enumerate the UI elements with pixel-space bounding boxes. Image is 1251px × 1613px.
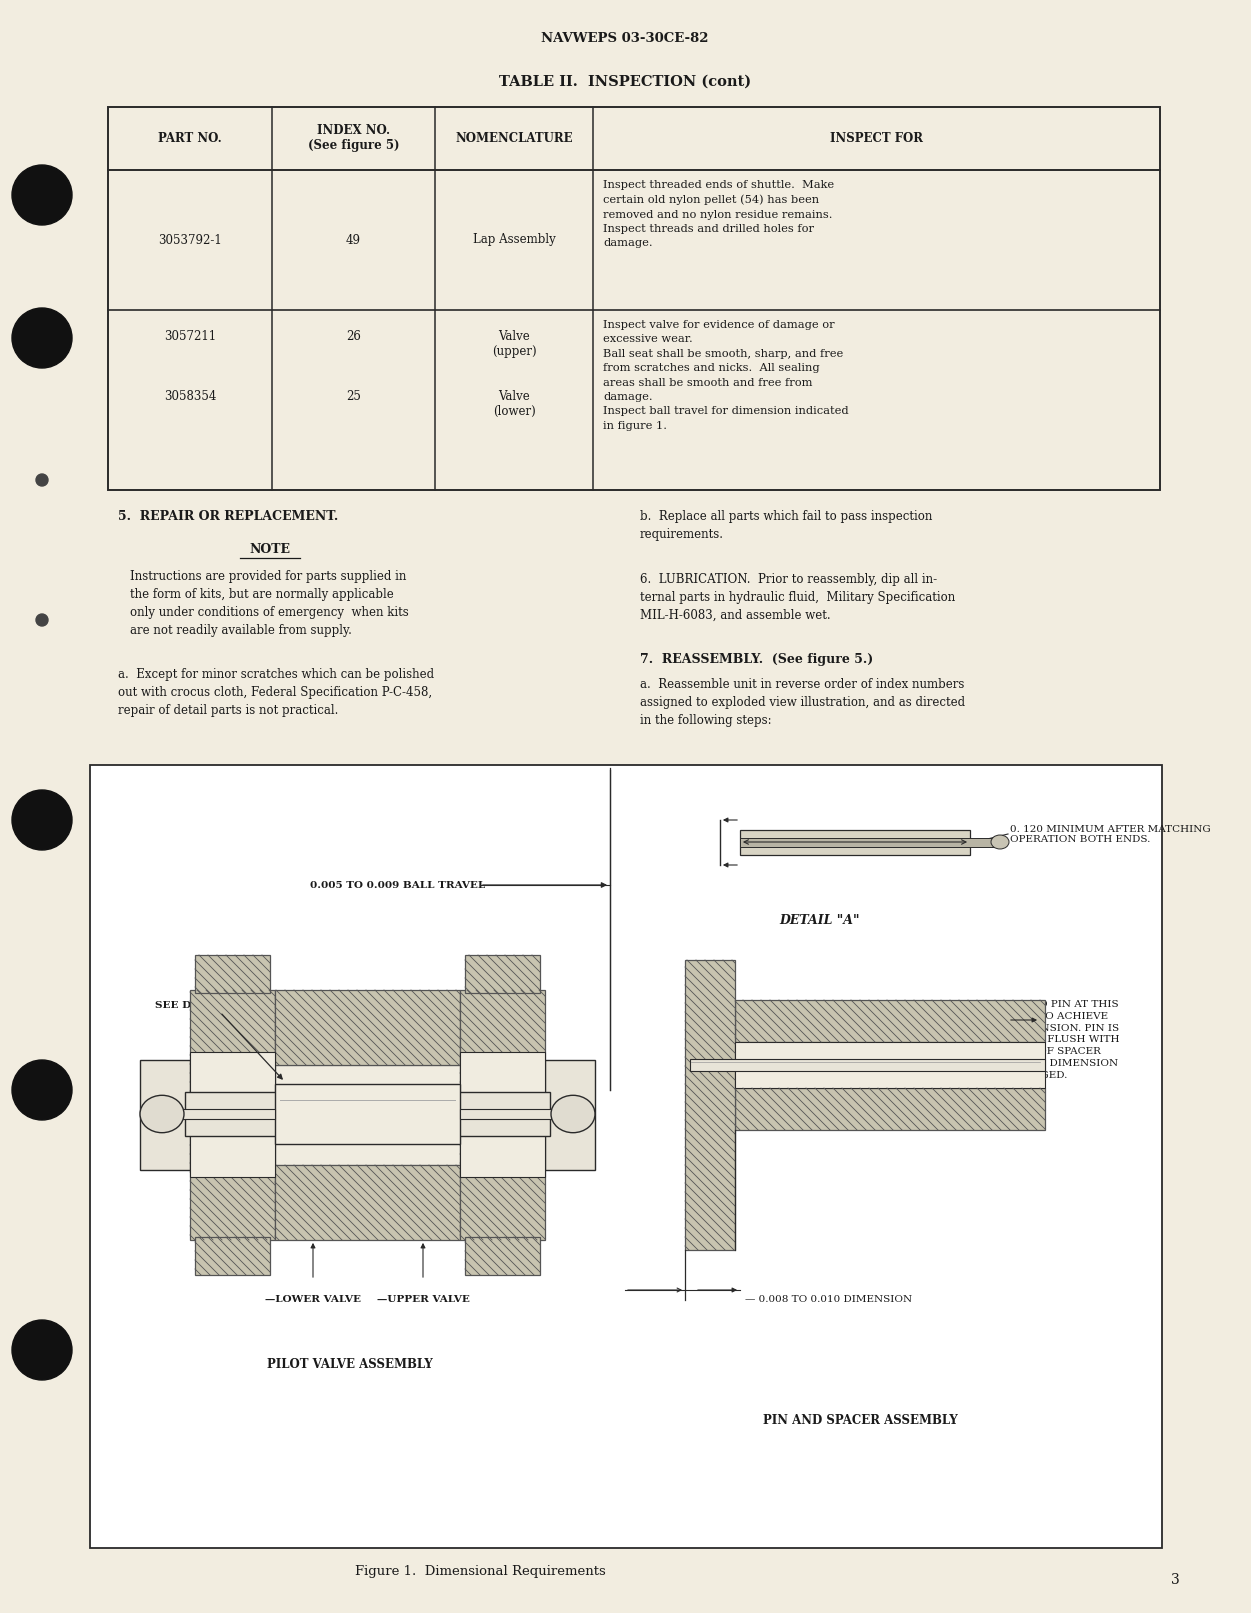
Ellipse shape	[991, 836, 1010, 848]
Bar	[691, 1060, 1045, 1071]
Bar	[275, 1165, 460, 1240]
Bar	[150, 1110, 275, 1119]
Circle shape	[36, 474, 48, 486]
Text: — 0.008 TO 0.010 DIMENSION: — 0.008 TO 0.010 DIMENSION	[746, 1295, 912, 1303]
Text: 0.005 TO 0.009 BALL TRAVEL: 0.005 TO 0.009 BALL TRAVEL	[310, 881, 485, 889]
Bar	[460, 1110, 585, 1119]
Text: 7.  REASSEMBLY.  (See figure 5.): 7. REASSEMBLY. (See figure 5.)	[641, 653, 873, 666]
Bar	[736, 1089, 1045, 1131]
Text: 6.  LUBRICATION.  Prior to reassembly, dip all in-
ternal parts in hydraulic flu: 6. LUBRICATION. Prior to reassembly, dip…	[641, 573, 956, 623]
Circle shape	[13, 1319, 73, 1381]
Text: Inspect valve for evidence of damage or
excessive wear.
Ball seat shall be smoot: Inspect valve for evidence of damage or …	[603, 319, 848, 431]
Bar	[275, 1084, 460, 1144]
Bar	[465, 1237, 540, 1274]
Circle shape	[13, 165, 73, 224]
Text: PIN AND SPACER ASSEMBLY: PIN AND SPACER ASSEMBLY	[763, 1413, 957, 1426]
Bar	[108, 106, 1160, 490]
Text: Lap Assembly: Lap Assembly	[473, 234, 555, 247]
Text: 0. 120 MINIMUM AFTER MATCHING
OPERATION BOTH ENDS.: 0. 120 MINIMUM AFTER MATCHING OPERATION …	[1010, 824, 1211, 844]
Bar	[195, 1237, 270, 1274]
Bar	[686, 960, 736, 1250]
Circle shape	[13, 790, 73, 850]
Text: 49: 49	[347, 234, 362, 247]
Bar	[736, 1042, 1045, 1089]
Text: 3057211: 3057211	[164, 331, 216, 344]
Bar	[460, 1052, 545, 1177]
Bar	[140, 1060, 190, 1169]
Text: Inspect threaded ends of shuttle.  Make
certain old nylon pellet (54) has been
r: Inspect threaded ends of shuttle. Make c…	[603, 181, 834, 248]
Bar	[190, 990, 275, 1240]
Bar	[741, 839, 1000, 847]
Circle shape	[13, 1060, 73, 1119]
Bar	[460, 990, 545, 1240]
Text: TABLE II.  INSPECTION (cont): TABLE II. INSPECTION (cont)	[499, 74, 751, 89]
Text: Valve
(upper): Valve (upper)	[492, 331, 537, 358]
Text: a.  Except for minor scratches which can be polished
out with crocus cloth, Fede: a. Except for minor scratches which can …	[118, 668, 434, 718]
Text: INDEX NO.
(See figure 5): INDEX NO. (See figure 5)	[308, 124, 399, 153]
Ellipse shape	[550, 1095, 595, 1132]
Text: INSPECT FOR: INSPECT FOR	[829, 132, 923, 145]
Bar	[465, 955, 540, 994]
Text: GRIND PIN AT THIS
END TO ACHIEVE
DIMENSION. PIN IS
TO BE FLUSH WITH
END OF SPACE: GRIND PIN AT THIS END TO ACHIEVE DIMENSI…	[1010, 1000, 1120, 1079]
Bar	[736, 1000, 1045, 1042]
Text: DETAIL "A": DETAIL "A"	[779, 913, 861, 926]
Bar	[545, 1060, 595, 1169]
Circle shape	[13, 308, 73, 368]
Text: —LOWER VALVE: —LOWER VALVE	[265, 1295, 362, 1303]
Text: NOTE: NOTE	[249, 544, 290, 556]
Text: 25: 25	[347, 390, 362, 403]
Text: 3058354: 3058354	[164, 390, 216, 403]
Text: 3: 3	[1171, 1573, 1180, 1587]
Bar	[275, 990, 460, 1065]
Text: Valve
(lower): Valve (lower)	[493, 390, 535, 418]
Text: b.  Replace all parts which fail to pass inspection
requirements.: b. Replace all parts which fail to pass …	[641, 510, 932, 540]
Circle shape	[36, 615, 48, 626]
Text: 3053792-1: 3053792-1	[158, 234, 221, 247]
Ellipse shape	[140, 1095, 184, 1132]
Text: —UPPER VALVE: —UPPER VALVE	[377, 1295, 469, 1303]
Text: Figure 1.  Dimensional Requirements: Figure 1. Dimensional Requirements	[354, 1566, 605, 1579]
Bar	[741, 831, 970, 855]
Text: NOMENCLATURE: NOMENCLATURE	[455, 132, 573, 145]
Text: Instructions are provided for parts supplied in
the form of kits, but are normal: Instructions are provided for parts supp…	[130, 569, 409, 637]
Text: PILOT VALVE ASSEMBLY: PILOT VALVE ASSEMBLY	[268, 1358, 433, 1371]
Bar	[90, 765, 1162, 1548]
Bar	[185, 1092, 550, 1136]
Text: NAVWEPS 03-30CE-82: NAVWEPS 03-30CE-82	[542, 32, 709, 45]
Text: 26: 26	[347, 331, 362, 344]
Bar	[275, 1065, 460, 1165]
Bar	[190, 1052, 275, 1177]
Text: a.  Reassemble unit in reverse order of index numbers
assigned to exploded view : a. Reassemble unit in reverse order of i…	[641, 677, 965, 727]
Text: SEE DETAIL "A": SEE DETAIL "A"	[155, 1000, 249, 1010]
Bar	[195, 955, 270, 994]
Text: PART NO.: PART NO.	[158, 132, 221, 145]
Text: 5.  REPAIR OR REPLACEMENT.: 5. REPAIR OR REPLACEMENT.	[118, 510, 338, 523]
